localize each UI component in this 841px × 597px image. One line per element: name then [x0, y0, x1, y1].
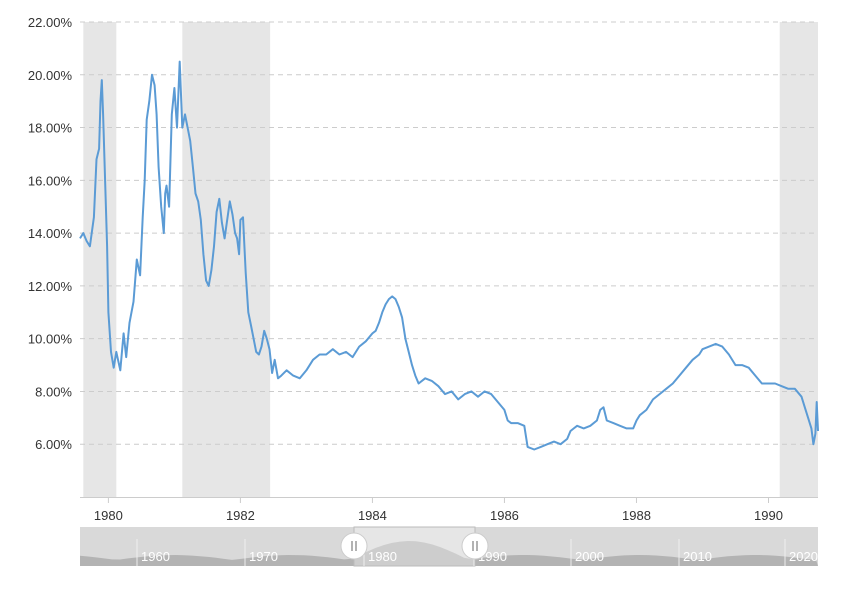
y-tick-label: 10.00%	[28, 332, 73, 347]
handle-circle[interactable]	[461, 532, 489, 560]
x-tick-label: 1988	[622, 508, 651, 523]
x-tick-label: 1984	[358, 508, 387, 523]
navigator-year-label: 1980	[368, 549, 397, 564]
x-tick-label: 1986	[490, 508, 519, 523]
navigator-series	[80, 541, 818, 566]
grip-icon	[472, 541, 478, 551]
navigator-year-label: 1970	[249, 549, 278, 564]
x-tick-label: 1980	[94, 508, 123, 523]
navigator-year-label: 1960	[141, 549, 170, 564]
y-tick-label: 18.00%	[28, 121, 73, 136]
x-tick-label: 1990	[754, 508, 783, 523]
navigator[interactable]: 1960 1970 1980 1990 2000 2010 2020	[80, 526, 818, 567]
y-tick-label: 6.00%	[35, 437, 72, 452]
x-tick-label: 1982	[226, 508, 255, 523]
y-tick-label: 12.00%	[28, 279, 73, 294]
x-axis: 1980 1982 1984 1986 1988 1990	[94, 497, 783, 523]
series-layer	[79, 60, 819, 451]
handle-circle[interactable]	[340, 532, 368, 560]
recession-bands	[83, 22, 818, 497]
navigator-year-label: 2020	[789, 549, 818, 564]
navigator-year-label: 2000	[575, 549, 604, 564]
y-axis: 6.00% 8.00% 10.00% 12.00% 14.00% 16.00% 18.00%…	[28, 15, 73, 452]
navigator-handle-right[interactable]	[461, 532, 489, 560]
navigator-year-label: 2010	[683, 549, 712, 564]
recession-band	[779, 22, 818, 497]
y-tick-label: 14.00%	[28, 226, 73, 241]
y-tick-label: 22.00%	[28, 15, 73, 30]
grip-icon	[351, 541, 357, 551]
recession-band	[182, 22, 271, 497]
y-tick-label: 20.00%	[28, 68, 73, 83]
navigator-handle-left[interactable]	[340, 532, 368, 560]
grid-lines	[80, 21, 818, 498]
series-line	[79, 60, 819, 451]
y-tick-label: 16.00%	[28, 173, 73, 188]
y-tick-label: 8.00%	[35, 384, 72, 399]
recession-band	[83, 22, 117, 497]
